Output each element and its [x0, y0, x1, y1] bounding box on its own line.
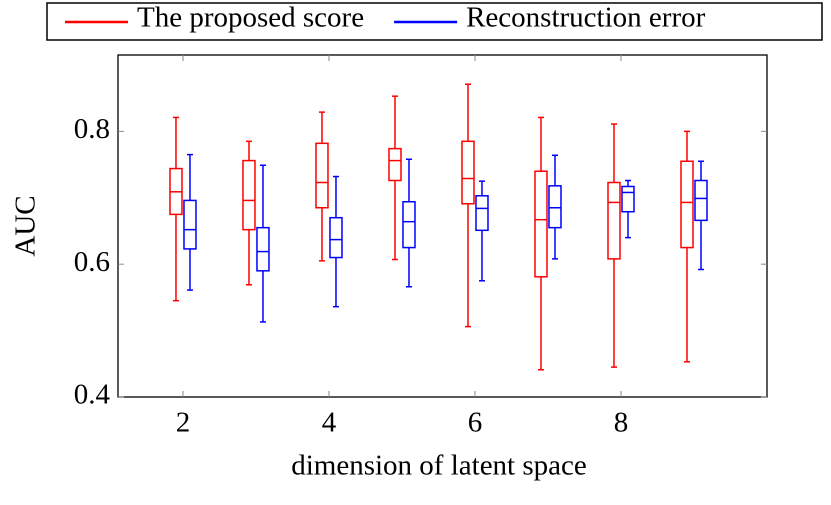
box: [183, 199, 197, 250]
box: [242, 159, 256, 231]
box: [607, 181, 621, 260]
x-tick-label: 6: [468, 407, 483, 439]
x-tick-label: 8: [614, 407, 629, 439]
y-tick-label: 0.6: [74, 246, 110, 278]
x-tick-label: 2: [176, 407, 191, 439]
legend-label: The proposed score: [137, 2, 364, 34]
x-tick-label: 4: [322, 407, 337, 439]
box: [329, 216, 343, 259]
box: [402, 201, 416, 249]
legend-label: Reconstruction error: [466, 2, 706, 34]
y-axis-label: AUC: [10, 195, 42, 256]
y-tick-label: 0.4: [74, 379, 111, 411]
box: [534, 170, 548, 278]
box: [694, 179, 708, 222]
box: [256, 226, 270, 272]
y-tick-label: 0.8: [74, 113, 110, 145]
box: [315, 142, 329, 209]
box: [680, 160, 694, 249]
box: [621, 185, 635, 213]
x-axis-label: dimension of latent space: [291, 450, 587, 482]
box: [548, 185, 562, 229]
box: [475, 195, 489, 232]
plot-frame: [117, 54, 768, 398]
box: [388, 147, 402, 182]
box: [461, 140, 475, 205]
